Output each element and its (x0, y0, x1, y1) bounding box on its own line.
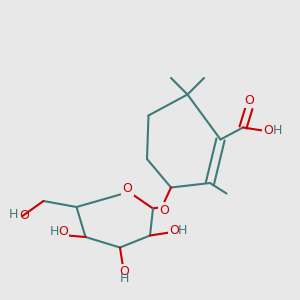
Text: O: O (120, 265, 129, 278)
Text: O: O (123, 182, 132, 195)
Text: H: H (50, 225, 59, 239)
Text: O: O (244, 94, 254, 107)
Text: O: O (19, 209, 29, 222)
Text: O: O (263, 124, 273, 137)
Text: O: O (159, 203, 169, 217)
Text: H: H (9, 208, 18, 221)
Text: H: H (178, 224, 187, 237)
Text: O: O (169, 224, 179, 237)
Text: H: H (273, 124, 282, 137)
Text: O: O (58, 225, 68, 239)
Text: H: H (120, 272, 129, 286)
